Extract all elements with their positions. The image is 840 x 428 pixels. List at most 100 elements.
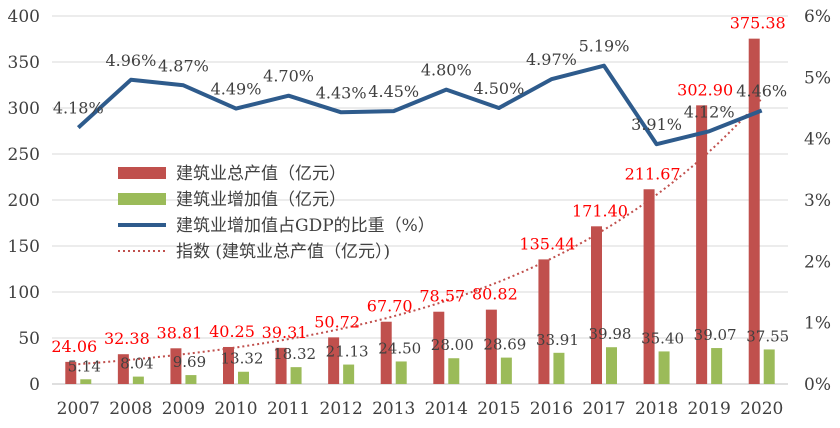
bar-value-added-label: 13.32: [221, 350, 264, 368]
left-tick-label: 250: [8, 145, 40, 165]
share-line-label: 3.91%: [631, 115, 682, 134]
category-label: 2018: [635, 399, 678, 419]
bar-value-added-label: 9.69: [173, 353, 206, 371]
left-tick-label: 0: [29, 375, 40, 395]
bar-total-output-label: 78.57: [419, 287, 465, 306]
bar-total-output: [170, 348, 182, 384]
share-line-label: 4.80%: [421, 61, 472, 80]
legend-swatch: [118, 193, 166, 205]
bar-total-output: [643, 189, 655, 384]
bar-value-added-label: 21.13: [326, 343, 369, 361]
category-label: 2008: [109, 399, 152, 419]
bar-total-output: [748, 38, 760, 385]
category-label: 2010: [214, 399, 257, 419]
share-line-label: 4.97%: [526, 50, 577, 69]
bar-value-added: [185, 375, 197, 384]
category-label: 2017: [582, 399, 625, 419]
bar-total-output-label: 375.38: [730, 14, 786, 33]
bar-total-output: [380, 321, 392, 384]
right-tick-label: 5%: [804, 68, 831, 88]
bar-total-output-label: 171.40: [572, 201, 628, 220]
bars: [65, 38, 775, 385]
share-line-label: 4.18%: [53, 99, 104, 118]
bar-total-output-label: 40.25: [209, 322, 255, 341]
share-line-label: 4.96%: [105, 51, 156, 70]
bar-total-output-label: 50.72: [314, 312, 360, 331]
category-label: 2012: [320, 399, 363, 419]
bar-total-output: [223, 346, 234, 384]
bar-value-added-label: 33.91: [536, 331, 579, 349]
category-label: 2011: [267, 399, 310, 419]
bar-value-added: [448, 358, 460, 384]
bar-value-added: [606, 347, 617, 384]
left-tick-label: 200: [8, 191, 40, 211]
bar-total-output: [433, 311, 445, 384]
data-labels: 24.06 32.38 38.81 40.25 39.31 50.72 67.70 78.57…: [51, 14, 789, 376]
bar-value-added: [238, 371, 249, 384]
legend-label: 建筑业增加值占GDP的比重（%）: [176, 216, 435, 236]
bar-total-output-label: 135.44: [519, 234, 575, 253]
bar-value-added: [290, 367, 302, 384]
trendline-path: [78, 97, 763, 366]
right-tick-label: 3%: [804, 191, 831, 211]
bar-value-added: [500, 357, 512, 384]
trendline: [78, 97, 763, 366]
bar-value-added-label: 28.00: [431, 336, 474, 354]
bar-value-added-label: 5.14: [68, 357, 101, 375]
right-tick-label: 2%: [804, 252, 831, 272]
left-tick-label: 150: [8, 237, 40, 257]
bar-total-output: [538, 259, 550, 384]
bar-value-added-label: 39.07: [694, 326, 737, 344]
bar-total-output: [591, 226, 602, 384]
bar-total-output-label: 39.31: [262, 323, 308, 342]
category-label: 2014: [425, 399, 468, 419]
bar-total-output: [117, 354, 129, 384]
category-label: 2020: [740, 399, 783, 419]
right-axis-ticks: 0% 1% 2% 3% 4% 5% 6%: [804, 7, 831, 395]
bar-total-output-label: 38.81: [157, 323, 203, 342]
bar-value-added: [711, 348, 723, 384]
left-axis-ticks: 0 50 100 150 200 250 300 350 400: [8, 7, 40, 395]
share-line: [76, 63, 763, 147]
share-line-label: 5.19%: [579, 37, 630, 56]
category-label: 2016: [530, 399, 573, 419]
bar-total-output: [275, 347, 287, 384]
share-line-label: 4.12%: [684, 102, 735, 121]
bar-total-output-label: 302.90: [677, 80, 733, 99]
category-label: 2009: [162, 399, 205, 419]
right-tick-label: 1%: [804, 314, 831, 334]
bar-value-added: [132, 376, 144, 384]
share-line-label: 4.87%: [158, 56, 209, 75]
legend-swatch: [118, 167, 166, 179]
left-tick-label: 400: [8, 7, 40, 27]
bar-value-added-label: 18.32: [273, 345, 316, 363]
bar-value-added-label: 39.98: [589, 325, 632, 343]
bar-value-added-label: 24.50: [378, 339, 421, 357]
bar-value-added-label: 35.40: [641, 329, 684, 347]
left-tick-label: 100: [8, 283, 40, 303]
bar-value-added: [658, 351, 670, 384]
category-label: 2019: [688, 399, 731, 419]
bar-value-added-label: 28.69: [483, 336, 526, 354]
left-tick-label: 300: [8, 99, 40, 119]
bar-value-added: [80, 379, 92, 384]
bar-total-output-label: 80.82: [472, 285, 518, 304]
share-line-label: 4.70%: [263, 67, 314, 86]
bar-value-added: [343, 364, 355, 384]
bar-value-added: [553, 352, 565, 384]
share-line-label: 4.45%: [368, 82, 419, 101]
bar-value-added: [763, 349, 775, 384]
left-tick-label: 50: [18, 329, 40, 349]
x-axis-categories: 2007 2008 2009 2010 2011 2012 2013 2014 2015 2016…: [57, 399, 784, 419]
share-line-label: 4.49%: [211, 80, 262, 99]
share-line-label: 4.43%: [316, 83, 367, 102]
bar-total-output-label: 211.67: [625, 164, 681, 183]
share-line-path: [76, 63, 763, 147]
legend-label: 建筑业总产值（亿元）: [176, 164, 346, 184]
right-tick-label: 6%: [804, 7, 831, 27]
category-label: 2007: [57, 399, 100, 419]
bar-total-output: [485, 309, 497, 384]
bar-value-added-label: 37.55: [746, 327, 789, 345]
category-label: 2013: [372, 399, 415, 419]
